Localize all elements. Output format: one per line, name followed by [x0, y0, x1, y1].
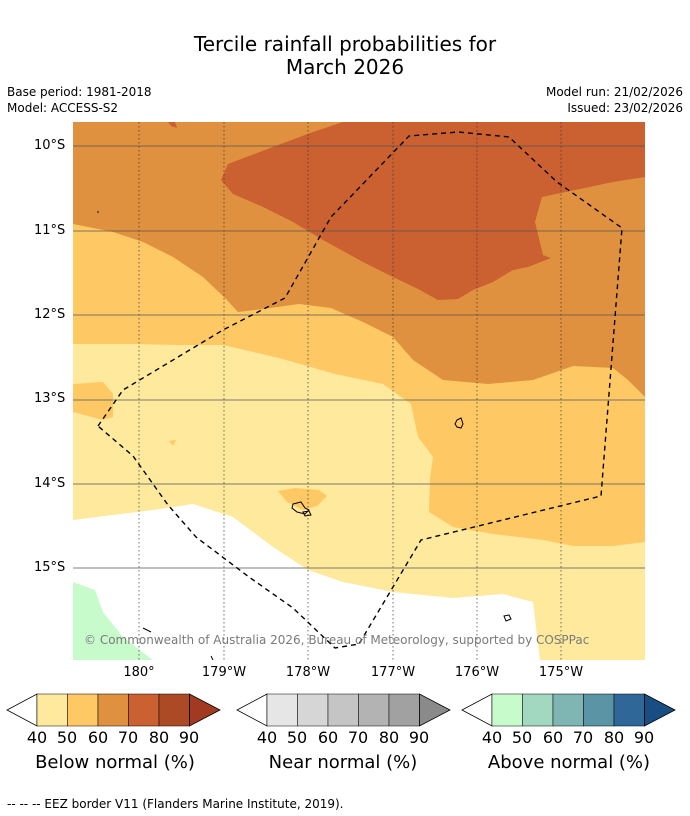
colorbar-near-normal-label: Near normal (%) [268, 752, 418, 773]
colorbar-below-normal-40-50 [36, 693, 68, 727]
copyright-notice: © Commonwealth of Australia 2026, Bureau… [84, 633, 590, 647]
cb-above-tick-40: 40 [481, 728, 503, 747]
lat-label-15s: 15°S [34, 560, 66, 575]
cb-above-tick-70: 70 [572, 728, 594, 747]
colorbar-above-normal-high-extend [644, 693, 676, 727]
colorbar-below-normal-high-extend [189, 693, 221, 727]
colorbar-near-normal-high-extend [419, 693, 451, 727]
lat-label-11s: 11°S [34, 223, 66, 238]
colorbar-above-normal-70-80 [583, 693, 615, 727]
cb-below-tick-90: 90 [178, 728, 200, 747]
island-dot [97, 211, 99, 213]
model-name: Model: ACCESS-S2 [7, 101, 119, 115]
model-run: Model run: 21/02/2026 [545, 85, 683, 99]
colorbar-above-normal-50-60 [522, 693, 554, 727]
colorbar-near-normal-80-90 [388, 693, 420, 727]
lat-label-14s: 14°S [34, 476, 66, 491]
colorbar-above-normal-60-70 [552, 693, 584, 727]
colorbar-near-normal-40-50 [266, 693, 298, 727]
above-normal-40-50-region [73, 582, 153, 660]
colorbar-near-normal-50-60 [297, 693, 329, 727]
lon-label-180: 180° [123, 665, 155, 680]
lon-label-179w: 179°W [201, 665, 247, 680]
lon-label-175w: 175°W [538, 665, 584, 680]
below-normal-50-60-dot [169, 440, 176, 446]
cb-near-tick-40: 40 [256, 728, 278, 747]
colorbar-near-normal [236, 693, 451, 727]
colorbar-below-normal-80-90 [158, 693, 190, 727]
below-normal-50-60-patch [73, 382, 113, 420]
below-normal-70-80-patch [168, 122, 177, 128]
map-title-line2: March 2026 [285, 55, 405, 79]
below-normal-70-80-region [168, 122, 645, 300]
cb-near-tick-90: 90 [408, 728, 430, 747]
cb-above-tick-90: 90 [633, 728, 655, 747]
cb-below-tick-50: 50 [56, 728, 78, 747]
colorbar-above-normal [461, 693, 676, 727]
cb-near-tick-70: 70 [347, 728, 369, 747]
colorbar-below-normal-60-70 [97, 693, 129, 727]
map-title-line1: Tercile rainfall probabilities for [193, 32, 497, 56]
cb-near-tick-60: 60 [317, 728, 339, 747]
cb-near-tick-50: 50 [286, 728, 308, 747]
colorbar-above-normal-40-50 [491, 693, 523, 727]
colorbar-above-normal-label: Above normal (%) [487, 752, 651, 773]
lon-label-177w: 177°W [370, 665, 416, 680]
island-outlines [142, 417, 512, 660]
below-normal-50-60-islet-patch [278, 488, 327, 510]
cb-below-tick-80: 80 [148, 728, 170, 747]
cb-above-tick-80: 80 [603, 728, 625, 747]
cb-above-tick-50: 50 [511, 728, 533, 747]
lon-label-176w: 176°W [454, 665, 500, 680]
colorbar-below-normal-50-60 [67, 693, 99, 727]
eez-footer-note: -- -- -- EEZ border V11 (Flanders Marine… [7, 797, 344, 811]
cb-below-tick-70: 70 [117, 728, 139, 747]
rainfall-map [73, 122, 645, 660]
colorbar-above-normal-low-extend [461, 693, 493, 727]
colorbar-near-normal-60-70 [327, 693, 359, 727]
lat-label-12s: 12°S [34, 307, 66, 322]
lat-label-10s: 10°S [34, 138, 66, 153]
cb-below-tick-60: 60 [87, 728, 109, 747]
colorbar-below-normal-70-80 [128, 693, 160, 727]
graticule [73, 145, 645, 569]
colorbar-below-normal-label: Below normal (%) [35, 752, 195, 773]
colorbar-near-normal-70-80 [358, 693, 390, 727]
cb-near-tick-80: 80 [378, 728, 400, 747]
colorbar-near-normal-low-extend [236, 693, 268, 727]
lon-label-178w: 178°W [285, 665, 331, 680]
lat-label-13s: 13°S [34, 391, 66, 406]
issued-date: Issued: 23/02/2026 [567, 101, 683, 115]
graticule-meridians [138, 122, 562, 660]
base-period: Base period: 1981-2018 [7, 85, 152, 99]
colorbar-below-normal [6, 693, 221, 727]
cb-below-tick-40: 40 [26, 728, 48, 747]
eez-border [97, 131, 623, 649]
colorbar-above-normal-80-90 [613, 693, 645, 727]
cb-above-tick-60: 60 [542, 728, 564, 747]
colorbar-below-normal-low-extend [6, 693, 38, 727]
